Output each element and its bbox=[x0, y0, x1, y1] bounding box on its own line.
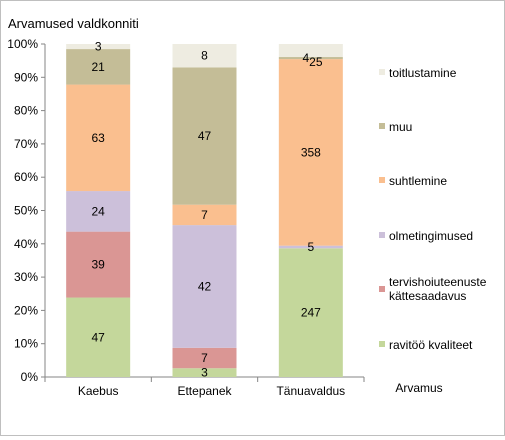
bar-segment bbox=[278, 248, 343, 377]
y-tick-label: 20% bbox=[14, 303, 38, 317]
bar-segment bbox=[172, 347, 237, 369]
data-label: 3 bbox=[95, 40, 102, 54]
data-label: 47 bbox=[91, 330, 105, 344]
data-label: 39 bbox=[91, 258, 105, 272]
legend-swatch bbox=[379, 69, 385, 75]
bar-segment bbox=[278, 57, 343, 60]
legend-label: olmetingimused bbox=[389, 229, 473, 243]
legend-label: suhtlemine bbox=[389, 174, 447, 188]
data-label: 7 bbox=[201, 208, 208, 222]
bar-segment bbox=[66, 231, 131, 298]
legend-swatch bbox=[379, 232, 385, 238]
data-label: 5 bbox=[307, 240, 314, 254]
legend-label: tervishoiuteenuste bbox=[389, 275, 487, 289]
data-label: 8 bbox=[201, 49, 208, 63]
data-label: 358 bbox=[301, 145, 321, 159]
x-tick-label: Kaebus bbox=[78, 384, 119, 398]
bar-segment bbox=[278, 44, 343, 58]
legend-label: ravitöö kvaliteet bbox=[389, 338, 473, 352]
legend-swatch bbox=[379, 123, 385, 129]
bar-segment bbox=[66, 297, 131, 377]
y-tick-label: 70% bbox=[14, 137, 38, 151]
x-tick-label: Tänuavaldus bbox=[276, 384, 345, 398]
data-label: 47 bbox=[198, 129, 212, 143]
y-tick-label: 90% bbox=[14, 70, 38, 84]
legend-label: kättesaadavus bbox=[389, 289, 466, 303]
legend-label: toitlustamine bbox=[389, 66, 457, 80]
data-label: 7 bbox=[201, 351, 208, 365]
legend-swatch bbox=[379, 286, 385, 292]
bar-segment bbox=[172, 368, 237, 377]
bar-segment bbox=[66, 191, 131, 232]
legend-swatch bbox=[379, 341, 385, 347]
data-label: 21 bbox=[91, 60, 105, 74]
y-tick-label: 0% bbox=[21, 370, 39, 384]
y-tick-label: 10% bbox=[14, 337, 38, 351]
y-tick-label: 100% bbox=[7, 37, 38, 51]
bar-segment bbox=[66, 49, 131, 85]
data-label: 25 bbox=[309, 55, 323, 69]
y-tick-label: 60% bbox=[14, 170, 38, 184]
data-label: 247 bbox=[301, 306, 321, 320]
legend-label: muu bbox=[389, 120, 412, 134]
bar-segment bbox=[172, 204, 237, 226]
bar-segment bbox=[172, 67, 237, 205]
bar-segment bbox=[278, 59, 343, 246]
data-label: 4 bbox=[302, 51, 309, 65]
x-axis-title: Arvamus bbox=[395, 381, 442, 395]
data-label: 63 bbox=[91, 131, 105, 145]
data-label: 3 bbox=[201, 366, 208, 380]
bar-segment bbox=[66, 44, 131, 50]
y-tick-label: 30% bbox=[14, 270, 38, 284]
y-tick-label: 40% bbox=[14, 237, 38, 251]
y-tick-label: 50% bbox=[14, 204, 38, 218]
x-tick-label: Ettepanek bbox=[177, 384, 232, 398]
bar-segment bbox=[66, 84, 131, 192]
chart-title: Arvamused valdkonniti bbox=[8, 16, 139, 31]
bar-segment bbox=[172, 225, 237, 348]
bar-segment bbox=[278, 245, 343, 249]
bar-segment bbox=[172, 44, 237, 68]
data-label: 24 bbox=[91, 204, 105, 218]
data-label: 42 bbox=[198, 279, 212, 293]
y-tick-label: 80% bbox=[14, 104, 38, 118]
legend-swatch bbox=[379, 177, 385, 183]
